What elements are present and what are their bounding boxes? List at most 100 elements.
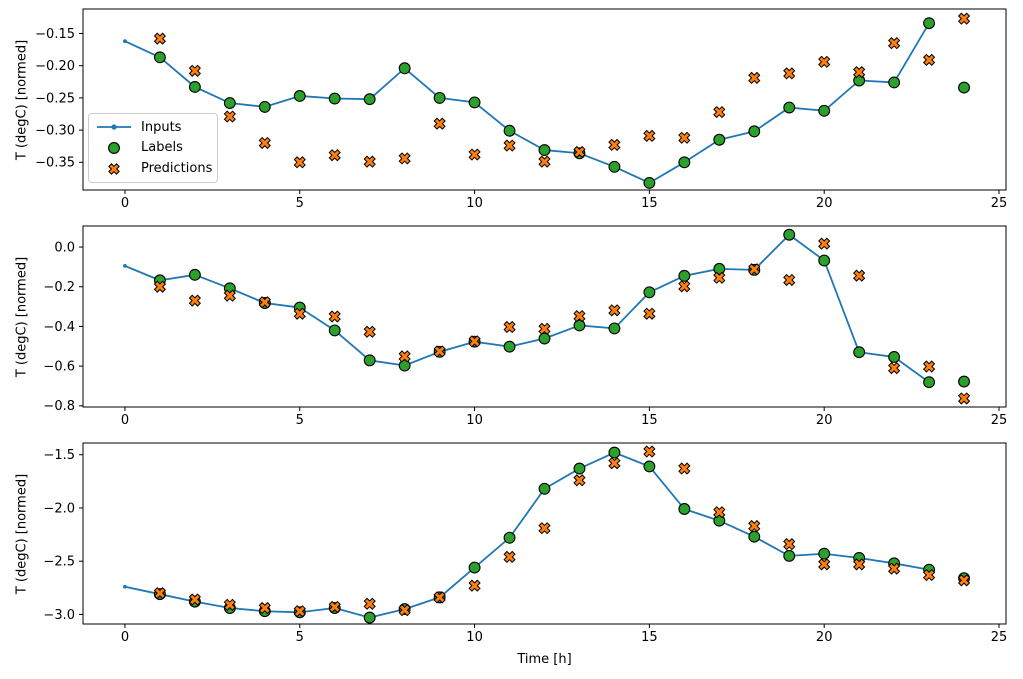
inputs-line-icon xyxy=(97,124,131,130)
legend-label-predictions: Predictions xyxy=(141,161,213,177)
y-tick-label: −2.0 xyxy=(43,501,75,516)
labels-point xyxy=(748,125,761,138)
legend-item-inputs: Inputs xyxy=(95,117,211,137)
labels-point xyxy=(503,340,516,353)
x-tick-label: 5 xyxy=(296,630,304,645)
subplot-1: 0 5 10 15 20 25 −0.15 −0.20 −0.25 −0.30 −0.35 xyxy=(35,8,1007,211)
predictions-point xyxy=(258,296,271,309)
predictions-point xyxy=(783,67,796,80)
predictions-point xyxy=(573,309,586,323)
y-tick-label: −0.25 xyxy=(35,91,75,106)
predictions-point xyxy=(888,37,901,50)
x-tick-label: 20 xyxy=(816,413,833,428)
predictions-point xyxy=(748,263,761,276)
labels-point xyxy=(538,144,551,157)
predictions-point xyxy=(957,392,971,405)
predictions-point xyxy=(503,139,516,152)
predictions-point xyxy=(713,105,726,119)
labels-point xyxy=(678,503,691,515)
predictions-point xyxy=(643,445,656,458)
labels-point xyxy=(153,51,166,64)
predictions-point xyxy=(643,307,656,320)
labels-point xyxy=(923,17,936,30)
predictions-point xyxy=(258,136,271,150)
y-tick-label: −0.2 xyxy=(43,280,75,295)
predictions-point xyxy=(468,579,481,592)
predictions-point xyxy=(748,71,761,85)
labels-point xyxy=(713,133,726,146)
y-tick-label: −3.0 xyxy=(43,608,75,623)
predictions-point xyxy=(153,32,167,45)
labels-point xyxy=(538,332,551,345)
labels-point xyxy=(783,228,796,241)
predictions-point xyxy=(433,345,446,358)
y-axis-label-subplot-3: T (degC) [normed] xyxy=(14,473,29,594)
predictions-point xyxy=(468,148,481,161)
predictions-point xyxy=(258,601,271,615)
labels-point xyxy=(188,268,201,281)
x-tick-label: 5 xyxy=(296,413,304,428)
predictions-point xyxy=(922,53,936,67)
predictions-point xyxy=(783,273,796,287)
x-tick-label: 15 xyxy=(641,196,658,211)
predictions-point xyxy=(818,237,831,250)
x-tick-label: 25 xyxy=(991,630,1008,645)
predictions-point xyxy=(538,155,551,168)
subplot-3: 0 5 10 15 20 25 −1.5 −2.0 −2.5 −3.0 xyxy=(43,442,1008,645)
legend: Inputs Labels Predictions xyxy=(88,113,218,183)
y-tick-label: −0.8 xyxy=(43,399,75,414)
labels-point xyxy=(678,156,691,169)
inputs-point xyxy=(123,263,127,268)
labels-point xyxy=(503,531,516,544)
predictions-point xyxy=(713,506,726,519)
y-tick-label: −0.6 xyxy=(43,360,75,375)
predictions-point xyxy=(888,562,901,575)
predictions-point xyxy=(538,522,551,535)
predictions-point xyxy=(608,457,621,470)
labels-point xyxy=(573,462,586,475)
x-tick-label: 0 xyxy=(121,630,129,645)
predictions-point xyxy=(293,156,306,169)
labels-point xyxy=(783,101,796,114)
labels-point xyxy=(888,76,901,89)
labels-point xyxy=(363,354,376,367)
predictions-point xyxy=(328,600,341,614)
y-tick-label: −0.30 xyxy=(35,124,75,139)
predictions-point xyxy=(922,360,936,373)
labels-point xyxy=(748,530,761,543)
labels-point xyxy=(608,446,621,459)
predictions-point xyxy=(573,474,586,487)
predictions-point xyxy=(818,55,831,68)
legend-item-labels: Labels xyxy=(95,138,211,158)
predictions-point xyxy=(363,325,376,338)
labels-point xyxy=(783,549,796,562)
legend-label-inputs: Inputs xyxy=(141,119,182,135)
predictions-point xyxy=(853,558,866,571)
labels-point xyxy=(398,359,411,372)
x-tick-label: 15 xyxy=(641,413,658,428)
predictions-point xyxy=(398,350,411,363)
labels-point xyxy=(818,104,831,117)
predictions-point xyxy=(223,110,236,123)
x-tick-label: 5 xyxy=(296,196,304,211)
predictions-point xyxy=(643,129,656,143)
predictions-point xyxy=(888,361,901,375)
inputs-line xyxy=(124,233,930,383)
predictions-point xyxy=(363,597,376,610)
predictions-point xyxy=(188,593,201,606)
labels-point xyxy=(818,254,831,267)
y-tick-label: −0.35 xyxy=(35,156,75,171)
predictions-point xyxy=(468,335,481,348)
labels-point xyxy=(258,100,271,113)
labels-point xyxy=(643,460,656,473)
x-tick-label: 25 xyxy=(991,413,1008,428)
y-tick-label: −0.20 xyxy=(35,59,75,74)
predictions-point xyxy=(398,604,411,617)
labels-point xyxy=(643,176,656,189)
predictions-point xyxy=(853,66,866,79)
labels-point xyxy=(363,611,376,624)
predictions-point xyxy=(328,149,341,162)
labels-point xyxy=(853,346,866,359)
labels-point xyxy=(608,160,621,173)
y-axis-label-subplot-1: T (degC) [normed] xyxy=(14,39,29,160)
